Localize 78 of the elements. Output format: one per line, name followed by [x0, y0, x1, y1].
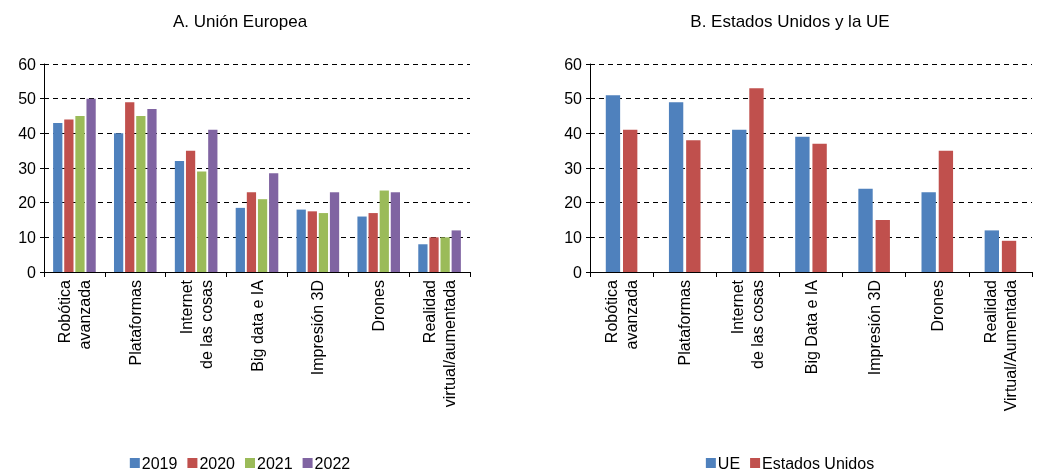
x-tick-label: Drones	[928, 280, 946, 332]
x-tick-label: Big data e IA	[248, 279, 266, 372]
bar	[318, 213, 329, 272]
bar	[257, 199, 268, 272]
x-tick-label: Internet de las cosas	[177, 279, 215, 369]
legend-label: Estados Unidos	[762, 454, 875, 472]
y-tick-label: 30	[564, 159, 583, 177]
x-tick-label: Plataformas	[676, 280, 694, 366]
bar	[812, 143, 827, 272]
bar	[208, 129, 218, 272]
bar	[53, 122, 63, 272]
bar	[136, 116, 146, 272]
bar	[732, 129, 747, 272]
bar	[368, 213, 378, 272]
y-tick-label: 30	[18, 159, 37, 177]
bar	[858, 188, 873, 272]
bar	[668, 102, 684, 272]
chart-title: A. Unión Europea	[172, 12, 308, 31]
bar	[795, 136, 810, 272]
bar	[197, 171, 207, 272]
y-tick-label: 20	[18, 194, 37, 212]
bar	[875, 220, 890, 272]
y-tick-label: 50	[18, 90, 37, 108]
x-tick-label: Drones	[370, 280, 388, 332]
y-tick-label: 0	[27, 263, 37, 281]
x-tick-label: Realidad virtual/aumentada	[421, 279, 459, 408]
legend-label: 2021	[257, 454, 293, 472]
y-tick-label: 50	[564, 90, 583, 108]
x-tick-label: Big Data e IA	[802, 279, 820, 375]
y-tick-label: 40	[18, 124, 37, 142]
bar	[125, 102, 135, 272]
x-tick-label: Plataformas	[126, 280, 144, 366]
legend-label: UE	[717, 454, 741, 472]
x-tick-label: Robótica avanzada	[55, 279, 93, 350]
bar	[147, 109, 157, 272]
y-tick-label: 0	[573, 263, 583, 281]
bar	[269, 173, 279, 272]
x-tick-label: Realidad Virtual/Aumentada	[981, 279, 1019, 412]
bar	[921, 192, 936, 272]
bar	[64, 119, 74, 272]
bar	[185, 150, 196, 272]
bar	[451, 230, 461, 272]
bar	[246, 192, 257, 272]
bar	[605, 95, 621, 272]
bar	[235, 207, 245, 272]
bar	[686, 140, 701, 272]
y-tick-label: 20	[564, 194, 583, 212]
x-tick-label: Impresión 3D	[865, 280, 883, 376]
bar	[329, 192, 340, 272]
x-tick-label: Internet de las cosas	[729, 279, 767, 369]
bar	[749, 88, 764, 272]
x-tick-label: Robótica avanzada	[603, 279, 641, 350]
bar	[938, 150, 954, 272]
bar	[984, 230, 999, 272]
bar	[307, 211, 317, 272]
y-tick-label: 10	[564, 228, 583, 246]
legend-label: 2022	[314, 454, 351, 472]
bar	[390, 192, 401, 272]
y-tick-label: 60	[564, 55, 583, 73]
bar	[113, 133, 124, 272]
bar	[418, 244, 428, 272]
y-tick-label: 40	[564, 124, 583, 142]
bar	[174, 161, 185, 272]
chart-title: B. Estados Unidos y la UE	[690, 12, 890, 31]
bar	[75, 116, 85, 272]
y-tick-label: 10	[18, 228, 37, 246]
bar	[296, 209, 306, 272]
bar	[429, 237, 439, 272]
bar	[357, 216, 367, 272]
y-tick-label: 60	[18, 55, 37, 73]
bar	[379, 190, 389, 272]
x-tick-label: Impresión 3D	[309, 280, 327, 376]
bar	[440, 237, 450, 272]
bar	[1001, 240, 1017, 272]
legend-label: 2019	[141, 454, 178, 472]
bar	[623, 129, 638, 272]
legend-label: 2020	[199, 454, 236, 472]
bar	[86, 98, 96, 272]
